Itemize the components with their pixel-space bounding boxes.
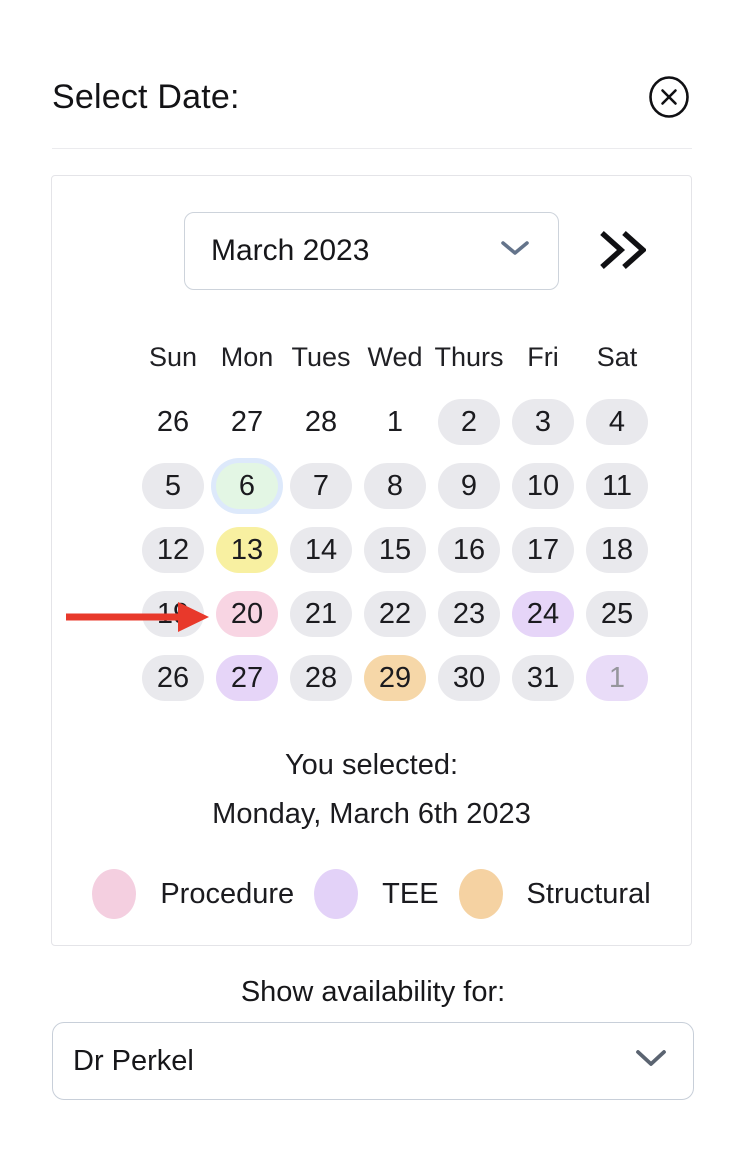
day-cell-6[interactable]: 6 xyxy=(216,463,278,509)
day-header-thurs: Thurs xyxy=(434,342,504,372)
day-cell-10[interactable]: 10 xyxy=(512,463,574,509)
header-divider xyxy=(52,148,692,149)
day-cell-30[interactable]: 30 xyxy=(438,655,500,701)
legend-dot-tee xyxy=(314,869,359,919)
page-title: Select Date: xyxy=(52,77,240,116)
close-button[interactable] xyxy=(648,76,690,118)
day-cell-4[interactable]: 4 xyxy=(586,399,648,445)
selection-summary: You selected: Monday, March 6th 2023 xyxy=(52,749,691,831)
day-cell-28-muted: 28 xyxy=(304,405,338,438)
legend-dot-procedure xyxy=(92,869,137,919)
chevron-down-icon xyxy=(500,240,530,263)
day-cell-20[interactable]: 20 xyxy=(216,591,278,637)
circle-x-icon xyxy=(648,76,690,121)
legend-item-tee: TEE xyxy=(314,869,439,919)
next-month-fast-forward-button[interactable] xyxy=(598,230,648,273)
month-bar: March 2023 xyxy=(184,212,691,290)
day-cell-17[interactable]: 17 xyxy=(512,527,574,573)
selection-value: Monday, March 6th 2023 xyxy=(212,798,531,830)
calendar-grid: 26 27 28 1 2 3 4 5 6 7 8 9 10 11 12 13 14 15 16 17 18 19 20 21 2… xyxy=(136,399,654,701)
legend-label: Structural xyxy=(526,877,651,910)
day-cell-22[interactable]: 22 xyxy=(364,591,426,637)
day-cell-25[interactable]: 25 xyxy=(586,591,648,637)
day-headers: Sun Mon Tues Wed Thurs Fri Sat xyxy=(136,342,654,373)
double-chevron-right-icon xyxy=(598,230,648,273)
day-cell-13[interactable]: 13 xyxy=(216,527,278,573)
day-cell-8[interactable]: 8 xyxy=(364,463,426,509)
day-header-sun: Sun xyxy=(148,342,198,372)
legend-item-structural: Structural xyxy=(458,869,651,919)
day-cell-19[interactable]: 19 xyxy=(142,591,204,637)
day-cell-11[interactable]: 11 xyxy=(586,463,648,509)
day-header-mon: Mon xyxy=(220,342,274,372)
day-cell-2[interactable]: 2 xyxy=(438,399,500,445)
day-cell-27-muted: 27 xyxy=(230,405,264,438)
day-header-tues: Tues xyxy=(291,342,351,372)
day-cell-14[interactable]: 14 xyxy=(290,527,352,573)
chevron-down-icon xyxy=(635,1049,667,1074)
day-cell-27[interactable]: 27 xyxy=(216,655,278,701)
day-cell-1-next-month[interactable]: 1 xyxy=(586,655,648,701)
legend-label: Procedure xyxy=(160,877,295,910)
day-header-sat: Sat xyxy=(596,342,638,372)
provider-dropdown-value: Dr Perkel xyxy=(73,1044,194,1077)
day-cell-16[interactable]: 16 xyxy=(438,527,500,573)
day-cell-5[interactable]: 5 xyxy=(142,463,204,509)
day-cell-21[interactable]: 21 xyxy=(290,591,352,637)
day-cell-12[interactable]: 12 xyxy=(142,527,204,573)
day-cell-3[interactable]: 3 xyxy=(512,399,574,445)
day-cell-29[interactable]: 29 xyxy=(364,655,426,701)
calendar: Sun Mon Tues Wed Thurs Fri Sat 26 27 28 1 2 3 4 5 6 7 8 9… xyxy=(136,342,654,701)
day-cell-26[interactable]: 26 xyxy=(142,655,204,701)
provider-dropdown[interactable]: Dr Perkel xyxy=(52,1022,694,1100)
day-cell-1-muted: 1 xyxy=(386,405,404,438)
calendar-card: March 2023 Sun Mon Tues Wed Thurs Fri Sat 2 xyxy=(51,175,692,946)
header: Select Date: xyxy=(52,76,690,118)
day-cell-9[interactable]: 9 xyxy=(438,463,500,509)
day-header-wed: Wed xyxy=(367,342,423,372)
legend-label: TEE xyxy=(382,877,439,910)
month-dropdown[interactable]: March 2023 xyxy=(184,212,559,290)
selection-label: You selected: xyxy=(284,749,459,781)
day-cell-24[interactable]: 24 xyxy=(512,591,574,637)
day-cell-26-muted: 26 xyxy=(156,405,190,438)
day-cell-23[interactable]: 23 xyxy=(438,591,500,637)
availability-label: Show availability for: xyxy=(240,976,506,1008)
day-cell-18[interactable]: 18 xyxy=(586,527,648,573)
day-header-fri: Fri xyxy=(527,342,559,372)
day-cell-15[interactable]: 15 xyxy=(364,527,426,573)
day-cell-7[interactable]: 7 xyxy=(290,463,352,509)
day-cell-28[interactable]: 28 xyxy=(290,655,352,701)
day-cell-31[interactable]: 31 xyxy=(512,655,574,701)
legend: Procedure TEE Structural xyxy=(52,869,691,919)
legend-dot-structural xyxy=(458,869,503,919)
legend-item-procedure: Procedure xyxy=(92,869,294,919)
month-dropdown-value: March 2023 xyxy=(211,234,370,267)
